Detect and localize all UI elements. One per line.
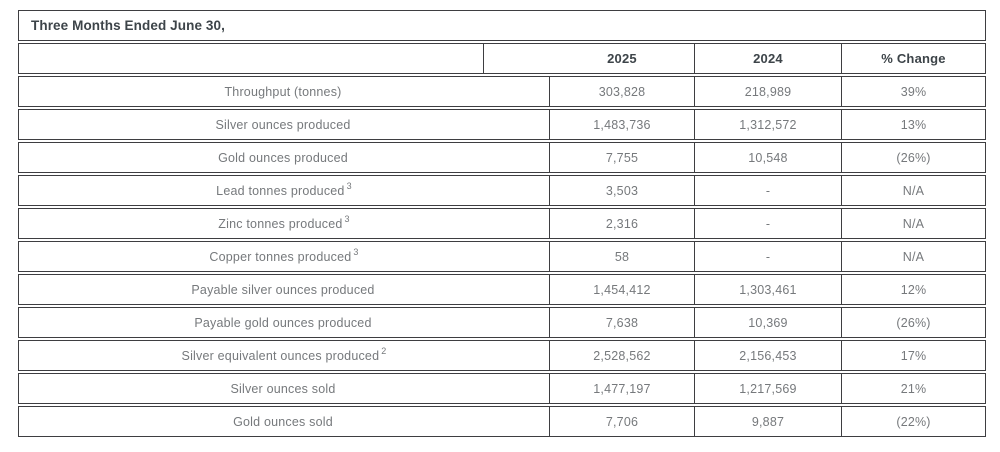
value-percent-change: 13% <box>841 110 985 139</box>
value-percent-change: (26%) <box>841 143 985 172</box>
table-row: Lead tonnes produced 3 3,503 - N/A <box>18 175 986 206</box>
row-label-text: Silver equivalent ounces produced <box>181 348 380 363</box>
table-title: Three Months Ended June 30, <box>31 18 225 33</box>
value-2025: 58 <box>549 242 694 271</box>
value-2025: 1,483,736 <box>549 110 694 139</box>
row-label: Zinc tonnes produced 3 <box>19 209 549 238</box>
value-2024: - <box>694 176 841 205</box>
table-row: Throughput (tonnes) 303,828 218,989 39% <box>18 76 986 107</box>
value-2025: 303,828 <box>549 77 694 106</box>
value-2025: 3,503 <box>549 176 694 205</box>
table-row: Silver ounces produced 1,483,736 1,312,5… <box>18 109 986 140</box>
table-row: Payable silver ounces produced 1,454,412… <box>18 274 986 305</box>
value-percent-change: 21% <box>841 374 985 403</box>
row-label-text: Payable gold ounces produced <box>194 315 372 330</box>
value-percent-change: (22%) <box>841 407 985 436</box>
row-label-footnote: 2 <box>381 346 387 356</box>
value-percent-change: N/A <box>841 176 985 205</box>
value-2025: 7,706 <box>549 407 694 436</box>
column-header-percent-change: % Change <box>841 44 985 73</box>
value-percent-change: N/A <box>841 242 985 271</box>
table-row: Copper tonnes produced 3 58 - N/A <box>18 241 986 272</box>
row-label: Silver ounces sold <box>19 374 549 403</box>
row-label: Payable gold ounces produced <box>19 308 549 337</box>
value-2024: 1,303,461 <box>694 275 841 304</box>
row-label: Lead tonnes produced 3 <box>19 176 549 205</box>
table-row: Silver ounces sold 1,477,197 1,217,569 2… <box>18 373 986 404</box>
value-2025: 1,477,197 <box>549 374 694 403</box>
row-label-text: Copper tonnes produced <box>209 249 352 264</box>
table-row: Gold ounces sold 7,706 9,887 (22%) <box>18 406 986 437</box>
value-2025: 7,755 <box>549 143 694 172</box>
value-2024: 9,887 <box>694 407 841 436</box>
row-label-text: Silver ounces sold <box>230 381 336 396</box>
row-label: Gold ounces produced <box>19 143 549 172</box>
row-label: Silver ounces produced <box>19 110 549 139</box>
value-2024: 10,548 <box>694 143 841 172</box>
row-label-text: Zinc tonnes produced <box>218 216 343 231</box>
row-label: Payable silver ounces produced <box>19 275 549 304</box>
row-label: Silver equivalent ounces produced 2 <box>19 341 549 370</box>
column-header-2025: 2025 <box>483 44 694 73</box>
row-label-footnote: 3 <box>344 214 350 224</box>
table-title-row: Three Months Ended June 30, <box>18 10 986 41</box>
header-spacer-cell <box>19 44 483 73</box>
value-percent-change: 39% <box>841 77 985 106</box>
value-percent-change: N/A <box>841 209 985 238</box>
table-row: Zinc tonnes produced 3 2,316 - N/A <box>18 208 986 239</box>
production-results-table: Three Months Ended June 30, 2025 2024 % … <box>18 10 986 439</box>
row-label-footnote: 3 <box>346 181 352 191</box>
row-label-text: Payable silver ounces produced <box>191 282 375 297</box>
value-2024: 10,369 <box>694 308 841 337</box>
row-label: Copper tonnes produced 3 <box>19 242 549 271</box>
value-percent-change: 17% <box>841 341 985 370</box>
value-2024: 218,989 <box>694 77 841 106</box>
row-label-footnote: 3 <box>353 247 359 257</box>
row-label-text: Lead tonnes produced <box>216 183 345 198</box>
column-header-2024: 2024 <box>694 44 841 73</box>
value-2025: 1,454,412 <box>549 275 694 304</box>
value-2024: 2,156,453 <box>694 341 841 370</box>
table-row: Silver equivalent ounces produced 2 2,528… <box>18 340 986 371</box>
value-percent-change: (26%) <box>841 308 985 337</box>
value-2024: 1,217,569 <box>694 374 841 403</box>
row-label: Throughput (tonnes) <box>19 77 549 106</box>
row-label-text: Gold ounces produced <box>218 150 348 165</box>
value-2024: 1,312,572 <box>694 110 841 139</box>
value-percent-change: 12% <box>841 275 985 304</box>
row-label-text: Throughput (tonnes) <box>224 84 342 99</box>
table-row: Payable gold ounces produced 7,638 10,36… <box>18 307 986 338</box>
table-row: Gold ounces produced 7,755 10,548 (26%) <box>18 142 986 173</box>
value-2025: 7,638 <box>549 308 694 337</box>
table-header-row: 2025 2024 % Change <box>18 43 986 74</box>
row-label-text: Silver ounces produced <box>215 117 351 132</box>
value-2024: - <box>694 209 841 238</box>
value-2024: - <box>694 242 841 271</box>
table-body: Throughput (tonnes) 303,828 218,989 39% … <box>18 76 986 437</box>
value-2025: 2,528,562 <box>549 341 694 370</box>
row-label-text: Gold ounces sold <box>233 414 333 429</box>
value-2025: 2,316 <box>549 209 694 238</box>
row-label: Gold ounces sold <box>19 407 549 436</box>
